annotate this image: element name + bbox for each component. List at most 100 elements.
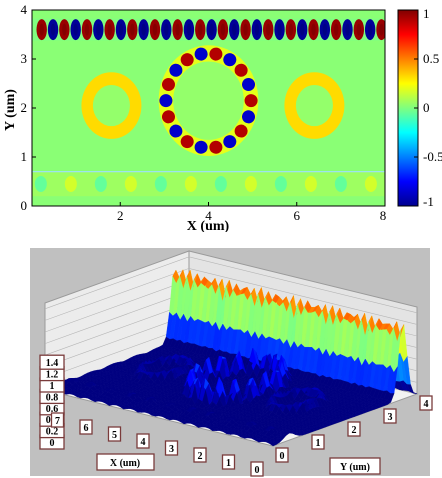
top-waveguide-lobe-core <box>220 23 226 36</box>
center-ring-lobe <box>180 53 194 67</box>
x-axis-labels: 0 1 2 3 4 5 6 7 <box>50 412 264 477</box>
top-waveguide-lobe-core <box>73 23 78 36</box>
top-waveguide-lobe-core <box>288 23 294 36</box>
top-waveguide-lobe-core <box>96 23 101 36</box>
bottom-waveguide-lobe <box>34 175 47 192</box>
bottom-waveguide-lobe <box>154 175 167 192</box>
surface-mesh <box>44 269 418 447</box>
heatmap-area <box>32 10 385 206</box>
svg-text:X (um): X (um) <box>110 458 140 469</box>
center-ring-lobe <box>234 63 248 77</box>
colorbar-tick-label: 1 <box>423 6 430 21</box>
z-tick-label: 1 <box>39 377 65 393</box>
top-waveguide-lobe-core <box>152 23 158 36</box>
x-tick-text: 5 <box>112 430 117 441</box>
top-waveguide-lobe-core <box>50 23 56 36</box>
z-tick-text: 0.8 <box>46 392 59 403</box>
top-waveguide-lobe-core <box>367 23 373 36</box>
top-waveguide-lobe-core <box>198 23 203 36</box>
x-tick-text: 6 <box>84 423 89 434</box>
x-tick-label: 0 <box>250 461 264 477</box>
z-grid-line <box>44 268 418 325</box>
y-tick-label: 1 <box>311 434 325 450</box>
y-tick-label: 3 <box>21 51 28 66</box>
center-ring-lobe <box>169 124 183 138</box>
bottom-waveguide-lobe <box>334 175 347 192</box>
bottom-waveguide-lobe <box>274 175 287 192</box>
x-tick-text: 7 <box>55 416 60 427</box>
top-waveguide-lobe-core <box>130 23 135 36</box>
center-ring-lobe <box>234 124 248 138</box>
bottom-waveguide-lobe <box>184 175 197 192</box>
colorbar-ticks: 1 0.5 0 -0.5 -1 <box>414 6 442 209</box>
x-tick-text: 0 <box>255 465 260 476</box>
bottom-waveguide-lobe <box>124 175 137 192</box>
top-waveguide-lobe-core <box>356 23 362 36</box>
center-ring-lobe <box>223 135 237 149</box>
z-tick-text: 0.2 <box>46 427 59 438</box>
bottom-waveguide <box>32 171 385 197</box>
top-waveguide-lobe-core <box>164 23 169 36</box>
x-tick-text: 3 <box>169 444 174 455</box>
top-waveguide-lobe-core <box>84 23 90 36</box>
x-tick-label: 5 <box>107 426 122 442</box>
x-tick-label: 8 <box>380 208 387 223</box>
x-tick-label: 7 <box>50 412 65 428</box>
y-axis-title: Y (um) <box>3 89 18 131</box>
top-waveguide-lobe-core <box>118 23 124 36</box>
center-ring-lobe <box>169 63 183 77</box>
y-tick-text: 2 <box>352 425 357 436</box>
y-tick-label: 1 <box>21 149 28 164</box>
center-ring-lobe <box>194 47 208 61</box>
x-tick-label: 3 <box>164 440 179 456</box>
right-ring-core <box>295 84 333 127</box>
top-waveguide-lobe-core <box>243 23 248 36</box>
center-ring-lobe <box>161 77 175 91</box>
z-tick-label: 1.4 <box>39 354 65 370</box>
center-ring-lobe <box>161 110 175 124</box>
top-waveguide-lobe-core <box>39 23 44 36</box>
y-tick-text: 4 <box>424 399 429 410</box>
top-waveguide-lobe-core <box>311 23 316 36</box>
x-axis-ticks: 2 4 6 8 <box>117 202 386 223</box>
x-tick-label: 6 <box>294 208 301 223</box>
top-waveguide-lobe-core <box>107 23 112 36</box>
y-tick-text: 1 <box>316 438 321 449</box>
center-ring-lobe <box>194 140 208 154</box>
top-waveguide-lobe-core <box>232 23 237 36</box>
surface-x-axis-title: X (um) <box>96 453 155 471</box>
y-tick-label: 2 <box>21 100 28 115</box>
top-waveguide-lobe-core <box>299 23 305 36</box>
x-tick-text: 2 <box>198 451 203 462</box>
bottom-waveguide-lobe <box>244 175 257 192</box>
y-tick-label: 0 <box>21 198 28 213</box>
svg-text:Y (um): Y (um) <box>340 462 370 473</box>
center-ring-lobe <box>209 47 223 61</box>
left-ring-core <box>92 84 130 127</box>
x-tick-text: 4 <box>141 437 146 448</box>
top-waveguide-lobe-core <box>277 23 282 36</box>
top-waveguide-lobe-core <box>333 23 339 36</box>
x-tick-text: 1 <box>226 458 231 469</box>
top-waveguide-lobe-core <box>379 23 384 36</box>
z-grid-line <box>44 256 418 314</box>
colorbar-tick-label: 0 <box>423 100 430 115</box>
x-tick-label: 1 <box>221 454 236 470</box>
y-tick-text: 0 <box>280 451 285 462</box>
y-tick-label: 2 <box>347 421 361 437</box>
center-ring-lobe <box>223 53 237 67</box>
top-waveguide-lobe-core <box>175 23 180 36</box>
center-ring-lobe <box>180 135 194 149</box>
center-ring-lobe <box>244 94 258 108</box>
z-axis-labels: 00.20.40.60.811.21.4 <box>39 354 65 450</box>
surface-plot-figure: 00.20.40.60.811.21.4 0 1 2 3 4 5 6 7 0 1 2 3 4 X (u… <box>30 248 433 477</box>
bottom-waveguide-lobe <box>64 175 77 192</box>
x-tick-label: 4 <box>136 433 150 449</box>
y-tick-label: 4 <box>419 395 433 411</box>
z-tick-text: 0 <box>50 438 55 449</box>
top-waveguide-lobe-core <box>209 23 214 36</box>
x-tick-label: 4 <box>205 208 212 223</box>
bottom-waveguide-lobe <box>214 175 227 192</box>
field-heatmap-figure: 2 4 6 8 0 1 2 3 4 X (um) Y (um) 1 0.5 0 -0.5 -1 <box>3 2 442 232</box>
surface-y-axis-title: Y (um) <box>329 457 381 475</box>
